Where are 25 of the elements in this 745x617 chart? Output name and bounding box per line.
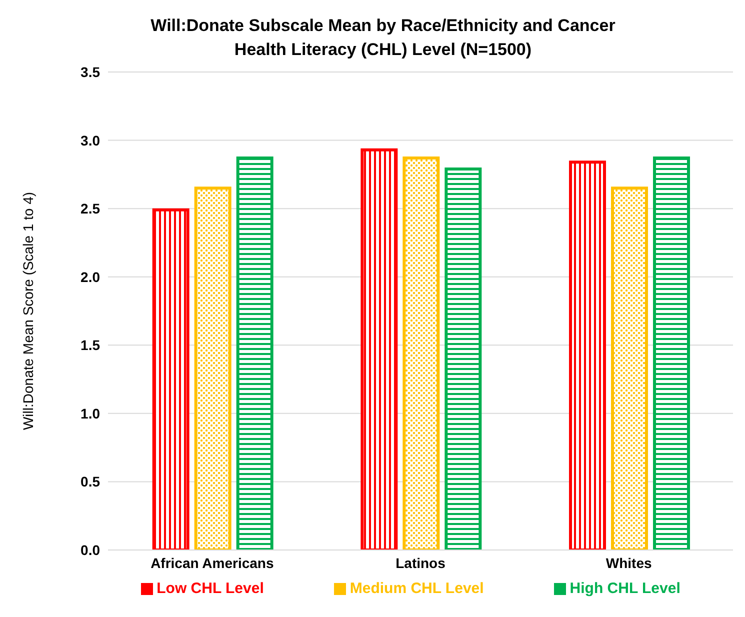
y-tick-label: 3.0 (80, 132, 100, 148)
y-tick-label: 0.0 (80, 542, 100, 558)
x-tick-label: Whites (606, 554, 652, 571)
bar (360, 148, 398, 550)
y-tick-label: 3.5 (80, 64, 100, 80)
y-tick-label: 2.0 (80, 268, 100, 285)
y-tick-label: 1.0 (80, 405, 100, 422)
bar (653, 156, 690, 550)
bar (236, 156, 274, 550)
bar (569, 160, 606, 550)
bar (444, 167, 482, 550)
bar (152, 208, 190, 550)
series-label: Low CHL Level (156, 580, 264, 597)
y-tick-label: 0.5 (80, 474, 100, 490)
y-tick-label: 2.5 (80, 200, 100, 217)
chart-title: Will:Donate Subscale Mean by Race/Ethnicity and Cancer Health Literacy (CHL) Level (N=1500) (150, 15, 616, 61)
bar (194, 186, 232, 550)
text: Medium CHL Level (348, 580, 484, 597)
x-tick-label: African Americans (150, 554, 274, 571)
series-label: High CHL Level (568, 580, 680, 597)
y-axis-title: Will:Donate Mean Score (Scale 1 to 4) (20, 192, 36, 430)
x-tick-label: Latinos (396, 554, 446, 571)
bar (402, 156, 440, 550)
y-tick-label: 1.5 (80, 337, 100, 354)
bar (611, 186, 648, 550)
